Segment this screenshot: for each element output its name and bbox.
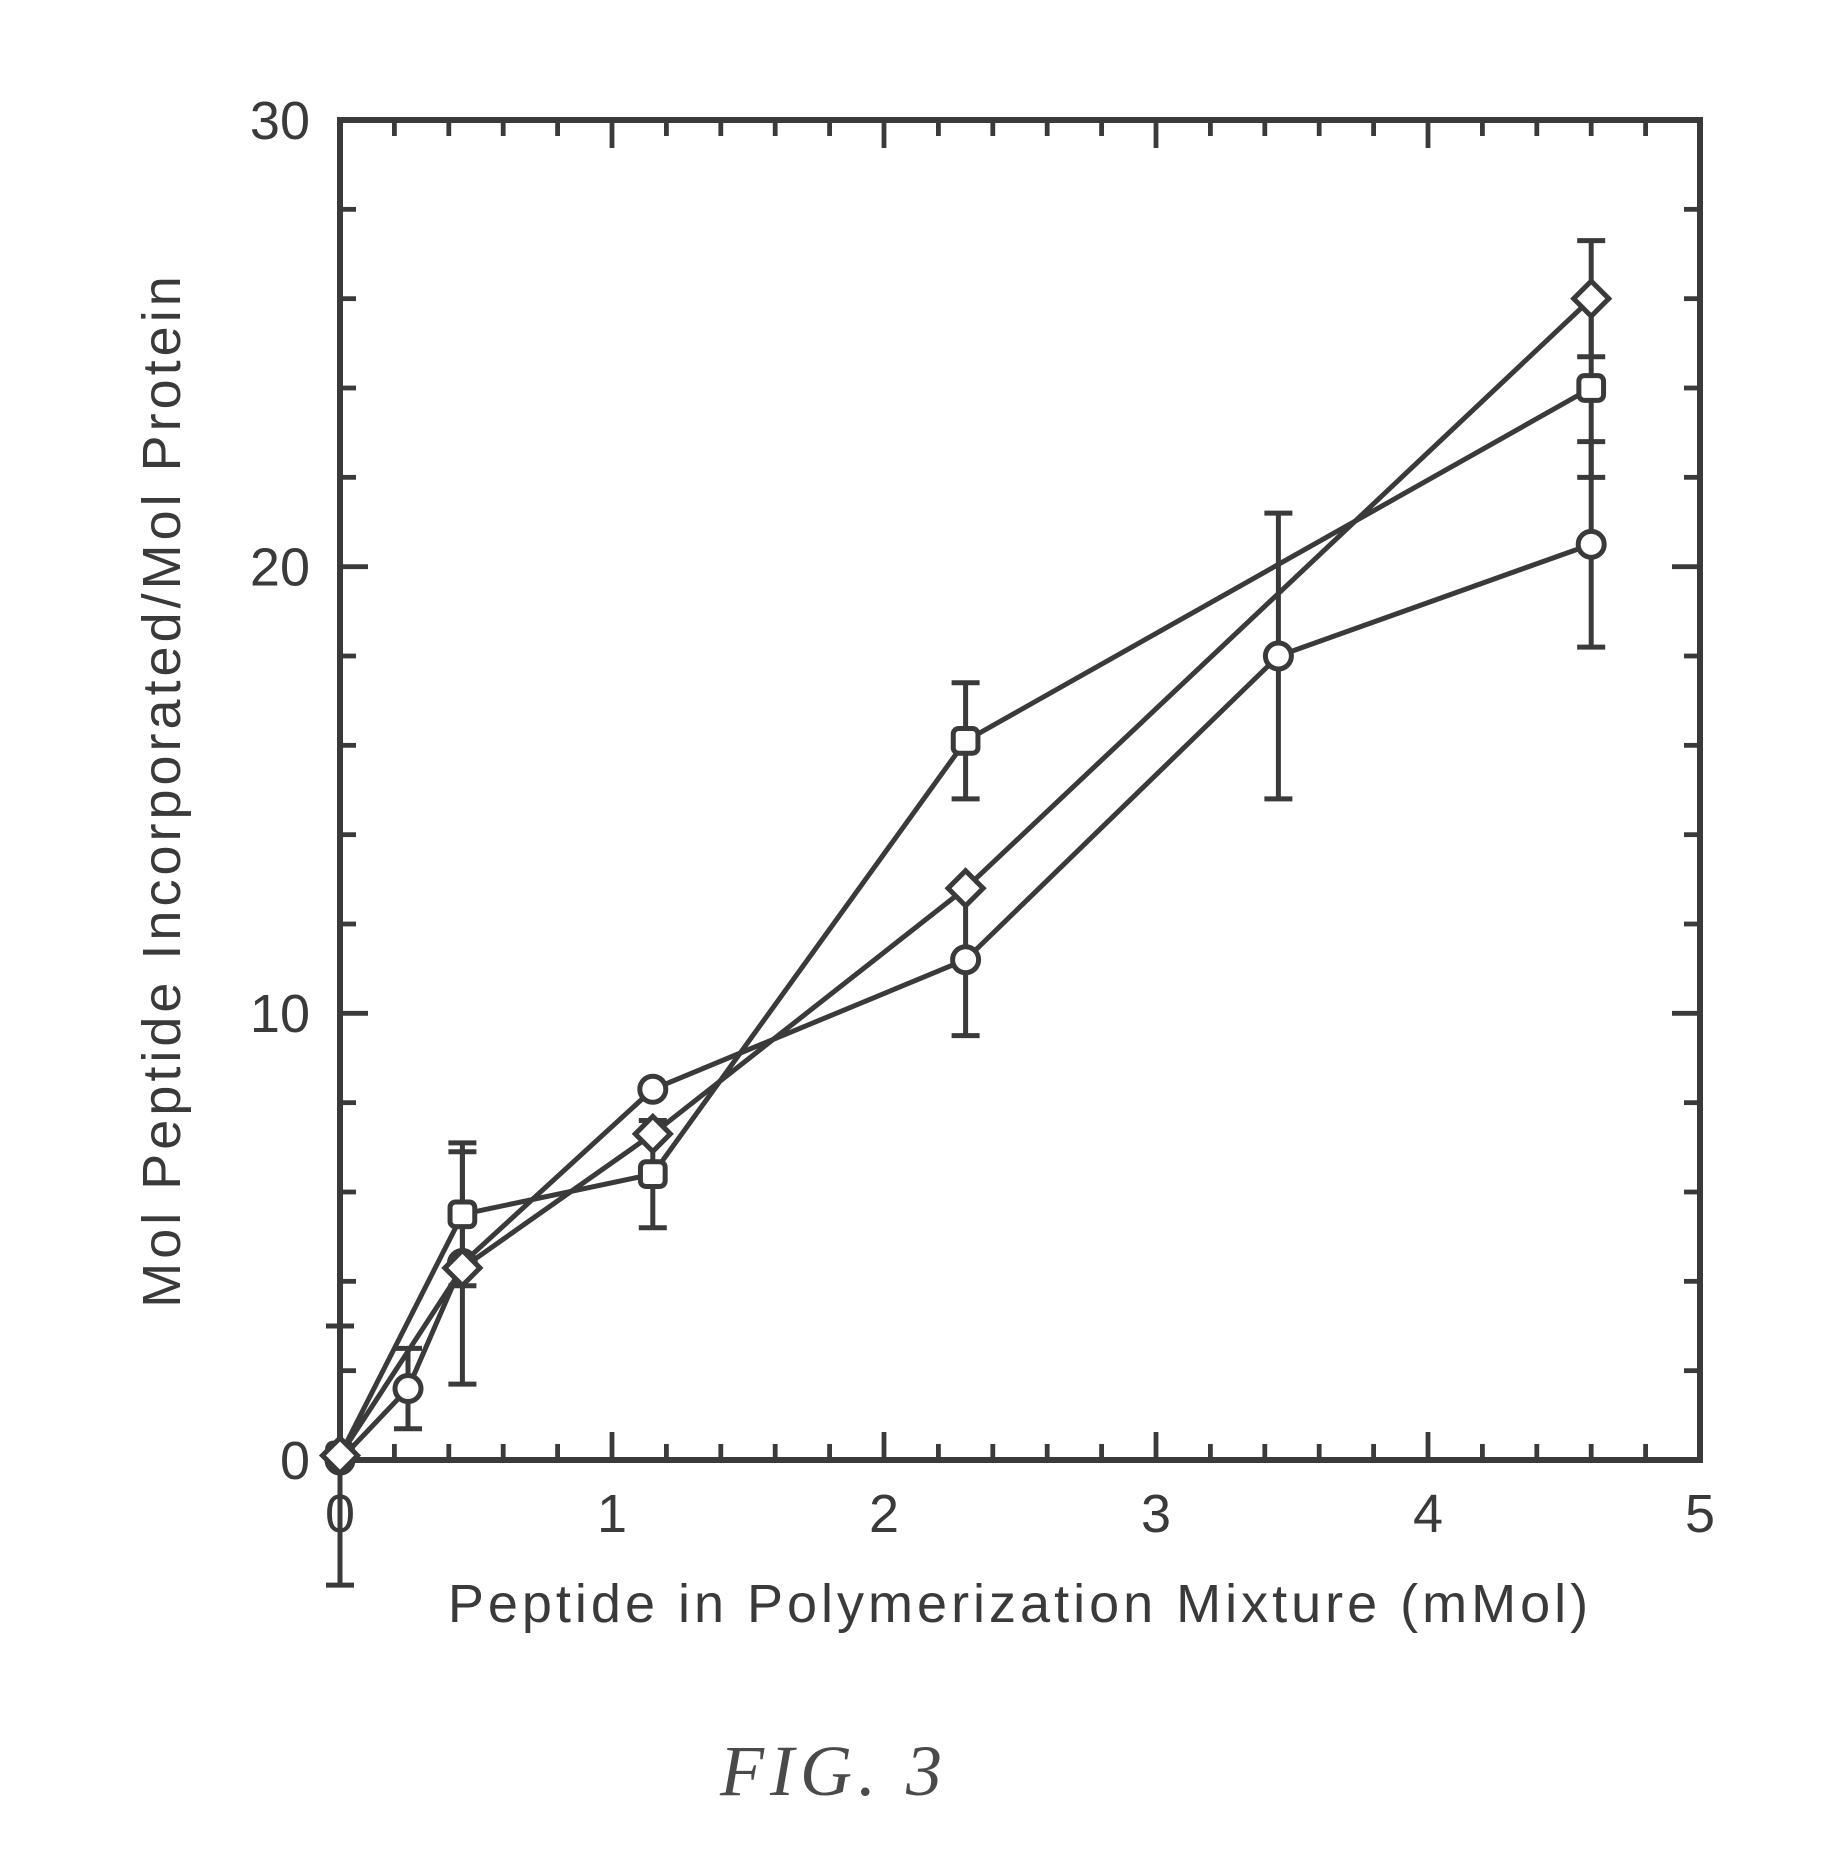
x-tick-label: 3 bbox=[1141, 1484, 1171, 1544]
y-axis-label: Mol Peptide Incorporated/Mol Protein bbox=[132, 272, 192, 1307]
x-axis-label: Peptide in Polymerization Mixture (mMol) bbox=[448, 1574, 1592, 1634]
y-tick-label: 20 bbox=[250, 538, 310, 598]
x-tick-label: 2 bbox=[869, 1484, 899, 1544]
x-tick-label: 4 bbox=[1413, 1484, 1443, 1544]
chart-container: 0123450102030Peptide in Polymerization M… bbox=[0, 0, 1834, 1868]
figure-label: FIG. 3 bbox=[720, 1730, 948, 1813]
x-tick-label: 1 bbox=[597, 1484, 627, 1544]
y-tick-label: 30 bbox=[250, 91, 310, 151]
line-chart: 0123450102030Peptide in Polymerization M… bbox=[0, 0, 1834, 1868]
y-tick-label: 0 bbox=[280, 1431, 310, 1491]
y-tick-label: 10 bbox=[250, 984, 310, 1044]
x-tick-label: 5 bbox=[1685, 1484, 1715, 1544]
